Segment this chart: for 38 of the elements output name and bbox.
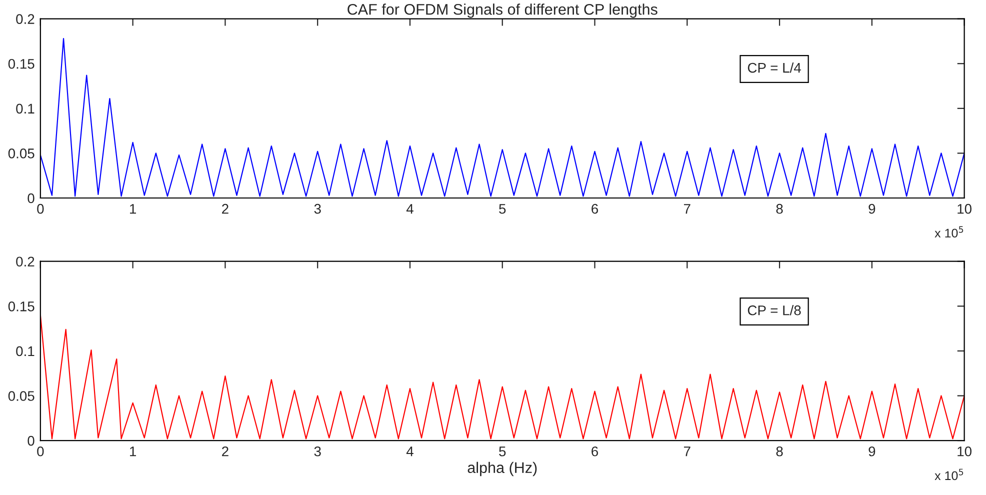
x-tick-label: 1: [130, 446, 136, 456]
text: x 10$^{5}$: [934, 226, 964, 238]
x-tick-label: 6: [592, 446, 598, 456]
x-tick-label: 7: [684, 446, 690, 456]
x-tick-label: 1: [130, 204, 136, 214]
x-tick-label: 4: [406, 446, 414, 456]
x-tick-label: 6: [592, 204, 598, 214]
y-tick-label: 0.2: [16, 256, 34, 267]
x-tick-label: 2: [222, 204, 228, 214]
y-tick-label: 0.05: [8, 391, 34, 401]
x-tick-label: 0: [37, 446, 44, 456]
y-tick-label: 0.15: [8, 58, 34, 69]
text: x 10$^{5}$: [934, 468, 964, 480]
x-tick-label: 9: [868, 204, 876, 214]
y-tick-label: 0: [28, 436, 34, 446]
x-tick-label: 10: [958, 204, 972, 214]
x-tick-label: 9: [868, 446, 876, 456]
y-tick-label: 0.1: [16, 104, 34, 114]
y-tick-label: 0.05: [8, 148, 34, 158]
x-tick-label: 10: [958, 446, 972, 456]
x-tick-label: 8: [776, 204, 783, 214]
x-tick-label: 7: [684, 204, 690, 214]
x-tick-label: 5: [499, 204, 506, 214]
x-tick-label: 5: [499, 446, 506, 456]
x-tick-label: 0: [37, 204, 44, 214]
x-axis-title: alpha (Hz): [468, 462, 537, 476]
x-tick-label: 8: [776, 446, 783, 456]
x-tick-label: 2: [222, 446, 228, 456]
x-tick-label: 3: [314, 204, 321, 214]
x-tick-label: 4: [406, 204, 414, 214]
annotation: CP = L/4: [748, 62, 801, 73]
y-tick-label: 0: [28, 193, 34, 204]
y-tick-label: 0.1: [16, 346, 34, 356]
y-tick-label: 0.2: [16, 14, 34, 24]
y-tick-label: 0.15: [8, 301, 34, 312]
annotation: CP = L/8: [748, 305, 801, 316]
chart-title: CAF for OFDM Signals of different CP lengths: [348, 4, 658, 18]
x-tick-label: 3: [314, 446, 321, 456]
